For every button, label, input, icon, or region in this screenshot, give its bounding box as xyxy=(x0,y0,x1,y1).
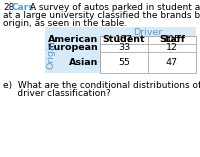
Text: Student: Student xyxy=(103,35,145,44)
Text: Staff: Staff xyxy=(159,35,185,44)
FancyBboxPatch shape xyxy=(45,27,196,73)
Text: Driver: Driver xyxy=(133,28,163,37)
FancyBboxPatch shape xyxy=(100,36,196,73)
Text: driver classification?: driver classification? xyxy=(3,89,111,98)
Text: 107: 107 xyxy=(115,35,133,44)
Text: American: American xyxy=(48,35,98,44)
Text: European: European xyxy=(47,43,98,52)
Text: 33: 33 xyxy=(118,43,130,52)
Text: Origin: Origin xyxy=(46,40,56,69)
Text: 47: 47 xyxy=(166,58,178,67)
Text: Cars.: Cars. xyxy=(12,3,38,12)
Text: A survey of autos parked in student and staff lots: A survey of autos parked in student and … xyxy=(27,3,200,12)
Text: 55: 55 xyxy=(118,58,130,67)
Text: 28.: 28. xyxy=(3,3,17,12)
Text: 105: 105 xyxy=(163,35,181,44)
Text: origin, as seen in the table.: origin, as seen in the table. xyxy=(3,19,127,28)
Text: 12: 12 xyxy=(166,43,178,52)
Text: at a large university classified the brands by country of: at a large university classified the bra… xyxy=(3,11,200,20)
Text: e)  What are the conditional distributions of origin by: e) What are the conditional distribution… xyxy=(3,81,200,90)
Text: Asian: Asian xyxy=(69,58,98,67)
